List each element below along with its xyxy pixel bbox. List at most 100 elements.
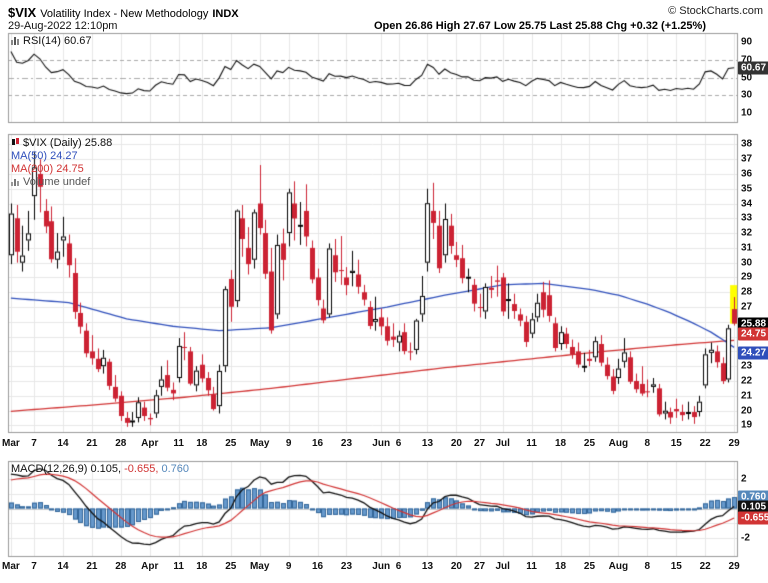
macd-legend: MACD(12,26,9) 0.105, -0.655, 0.760	[11, 463, 189, 475]
rsi-legend: RSI(14) 60.67	[11, 35, 91, 48]
x-tick-day: 28	[115, 561, 127, 572]
price-axis-label: 20	[741, 405, 753, 417]
legend-volume-row: Volume undef	[11, 176, 112, 189]
legend-ma200-row: MA(200) 24.75	[11, 163, 84, 175]
x-tick-day: 22	[699, 438, 711, 449]
x-tick-day: 21	[86, 561, 98, 572]
price-axis-label: 35	[741, 183, 753, 195]
x-tick-day: 8	[644, 561, 651, 572]
x-tick-day: 11	[173, 438, 184, 449]
x-tick-day: 29	[728, 561, 740, 572]
rsi-axis-label: 10	[741, 107, 753, 119]
x-tick-day: 9	[285, 561, 292, 572]
x-tick-day: 16	[311, 438, 324, 449]
x-tick-day: 27	[473, 561, 486, 572]
x-tick-day: 8	[644, 438, 651, 449]
price-axis-label: 23	[741, 360, 753, 372]
candlestick-icon	[11, 137, 20, 151]
price-axis-label: 37	[741, 153, 753, 165]
price-axis-label: 29	[741, 271, 753, 283]
x-tick-month: Apr	[141, 438, 159, 449]
x-tick-day: 21	[86, 438, 98, 449]
x-tick-day: 11	[173, 561, 184, 572]
x-tick-day: 13	[421, 561, 434, 572]
price-axis-label: 27	[741, 301, 753, 313]
legend-ma50-row: MA(50) 24.27	[11, 150, 78, 162]
price-axis-label: 36	[741, 168, 753, 180]
datetime-label: 29-Aug-2022 12:10pm	[8, 20, 118, 32]
macd-legend-signal-value: -0.655,	[124, 463, 159, 475]
x-tick-day: 6	[395, 561, 402, 572]
x-tick-day: 13	[421, 438, 434, 449]
x-tick-day: 28	[115, 438, 127, 449]
x-tick-month: May	[249, 561, 270, 572]
x-axis-macd: Mar 7 14 21 28 Apr 11 18 25 May 9 16 23 Jun 6 13 20 27 Jul…	[0, 560, 768, 576]
price-axis-label: 31	[741, 242, 753, 254]
rsi-axis-label: 30	[741, 89, 753, 101]
copyright-label: © StockCharts.com	[668, 5, 763, 17]
price-axis-label: 21	[741, 390, 753, 402]
x-tick-day: 23	[340, 561, 353, 572]
price-axis-label: 28	[741, 286, 753, 298]
x-tick-day: 16	[311, 561, 324, 572]
x-tick-day: 14	[57, 561, 69, 572]
x-tick-day: 18	[196, 438, 208, 449]
legend-symbol-label: $VIX (Daily) 25.88	[23, 137, 113, 149]
price-axis-label: 38	[741, 138, 753, 150]
price-axis-label: 32	[741, 227, 753, 239]
price-axis-label: 30	[741, 257, 753, 269]
x-tick-day: 15	[670, 561, 682, 572]
x-tick-day: 25	[225, 561, 237, 572]
price-axis-label: 19	[741, 419, 753, 431]
x-tick-month: Jul	[495, 561, 510, 572]
x-tick-month: Apr	[141, 561, 159, 572]
x-tick-day: 18	[554, 561, 567, 572]
macd-axis-label: 2	[741, 473, 747, 485]
indicator-icon	[11, 36, 20, 48]
x-tick-day: 11	[526, 438, 537, 449]
x-tick-day: 22	[699, 561, 711, 572]
chart-header: $VIX Volatility Index - New Methodology IN…	[8, 4, 239, 22]
macd-axis-label: -2	[741, 532, 750, 544]
x-tick-month: Mar	[1, 438, 20, 449]
x-tick-day: 6	[395, 438, 402, 449]
ma200-value-badge: 24.75	[738, 327, 768, 341]
x-axis-main: Mar 7 14 21 28 Apr 11 18 25 May 9 16 23 Jun 6 13 20 27 Jul…	[0, 437, 768, 453]
x-tick-day: 9	[285, 438, 292, 449]
x-tick-day: 25	[225, 438, 237, 449]
x-tick-day: 14	[57, 438, 69, 449]
macd-line-badge: 0.105	[738, 500, 768, 514]
exchange-label: INDX	[212, 8, 239, 20]
x-tick-day: 11	[526, 561, 537, 572]
x-tick-day: 25	[583, 561, 596, 572]
macd-legend-hist-value: 0.760	[161, 463, 189, 475]
x-tick-month: Aug	[608, 561, 629, 572]
x-tick-month: Jul	[495, 438, 510, 449]
price-axis-label: 34	[741, 198, 753, 209]
rsi-axis-label: 70	[741, 54, 753, 66]
macd-legend-macd-value: 0.105,	[90, 463, 122, 475]
symbol-label: $VIX	[8, 5, 37, 20]
x-tick-day: 20	[450, 561, 462, 572]
x-tick-month: Aug	[608, 438, 629, 449]
x-tick-day: 7	[31, 561, 37, 572]
volume-icon	[11, 177, 20, 190]
chart-title: Volatility Index - New Methodology	[40, 8, 209, 20]
ma50-value-badge: 24.27	[738, 346, 768, 360]
x-tick-day: 27	[473, 438, 486, 449]
quote-line: Open 26.86 High 27.67 Low 25.75 Last 25.…	[374, 20, 706, 32]
macd-legend-name: MACD(12,26,9)	[11, 463, 88, 475]
x-tick-day: 18	[554, 438, 567, 449]
x-tick-day: 7	[31, 438, 37, 449]
rsi-legend-label: RSI(14) 60.67	[23, 35, 92, 47]
main-legend: $VIX (Daily) 25.88 MA(50) 24.27 MA(200) …	[11, 137, 112, 189]
legend-volume-label: Volume undef	[23, 176, 91, 188]
x-tick-month: May	[249, 438, 270, 449]
rsi-axis-label: 90	[741, 36, 753, 48]
x-tick-month: Jun	[372, 561, 391, 572]
rsi-value-badge: 60.67	[738, 61, 768, 75]
x-tick-day: 23	[340, 438, 353, 449]
x-tick-day: 18	[196, 561, 208, 572]
